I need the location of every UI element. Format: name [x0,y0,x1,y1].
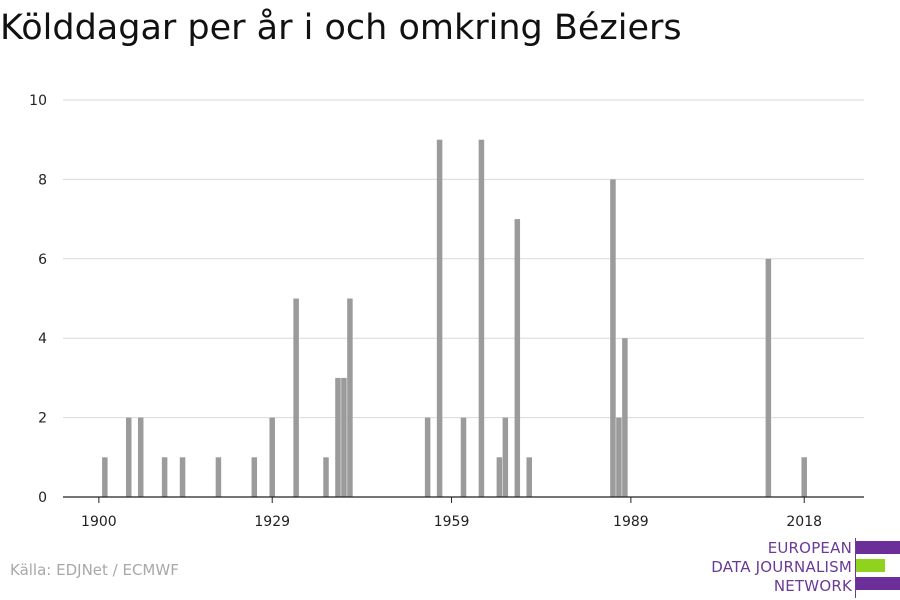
grid-lines [63,99,864,419]
bar-1926 [251,457,258,497]
logo-bar-green [856,559,885,572]
bar-1942 [347,298,353,497]
x-tick-label-1929: 1929 [254,514,290,530]
source-note: Källa: EDJNet / ECMWF [10,561,179,579]
bar-1961 [460,417,467,497]
bar-1972 [526,457,532,497]
bar-2018 [801,457,807,497]
x-tick-label-1959: 1959 [434,514,470,530]
y-tick-label-4: 4 [38,331,47,347]
bar-1907 [137,417,144,497]
x-tick-labels: 1900 1929 1959 1989 2018 [81,514,822,530]
bar-1911 [161,457,168,497]
y-tick-label-10: 10 [29,93,47,109]
bar-1988 [622,338,628,497]
logo-line-european: EUROPEAN [767,539,852,557]
bar-1964 [478,139,485,497]
bar-1986 [610,179,616,497]
bar-1987 [616,417,622,497]
bar-1955 [424,417,431,497]
bar-1970 [514,219,521,497]
edjnet-logo: EUROPEAN DATA JOURNALISM NETWORK [670,538,900,598]
x-tick-label-1989: 1989 [613,514,649,530]
bar-1933 [293,298,299,497]
logo-divider [855,538,856,598]
chart-title: Kölddagar per år i och omkring Béziers [0,8,682,48]
bar-1940 [335,377,341,497]
y-tick-label-6: 6 [38,252,47,268]
bar-1920 [215,457,222,497]
x-tick-label-1900: 1900 [81,514,117,530]
bar-1938 [323,457,329,497]
x-tick-label-2018: 2018 [786,514,822,530]
logo-line-data-journalism: DATA JOURNALISM [711,558,852,576]
bar-2012 [765,258,772,497]
bar-1968 [502,417,509,497]
x-axis [63,496,864,503]
logo-bar-purple-bottom [856,577,900,590]
bar-1957 [436,139,443,497]
bar-1914 [179,457,186,497]
bar-1905 [126,417,132,497]
bar-1901 [102,457,108,497]
y-tick-labels: 0 2 4 6 8 10 [29,93,47,506]
bars [102,139,807,497]
logo-bar-purple-top [856,541,900,554]
bar-1967 [496,457,503,497]
y-tick-label-2: 2 [38,411,47,427]
y-tick-label-0: 0 [38,490,47,506]
bar-1929 [269,417,275,497]
y-tick-label-8: 8 [38,172,47,188]
bar-1941 [341,377,347,497]
logo-line-network: NETWORK [773,577,852,595]
